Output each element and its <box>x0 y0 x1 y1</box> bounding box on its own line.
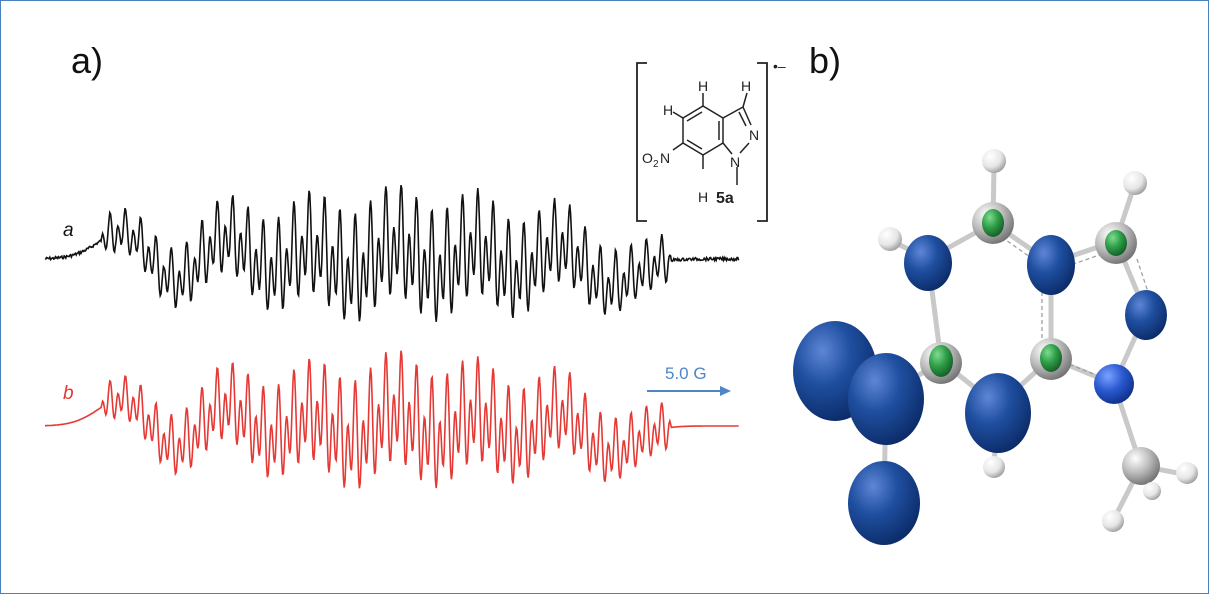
experimental-spectrum-label: a <box>63 220 74 241</box>
spin-lobe-c4-negative <box>982 209 1004 237</box>
atom-h-bottom: H <box>698 189 708 205</box>
panel-b-label: b) <box>809 40 841 81</box>
atom-h-left: H <box>663 102 673 118</box>
atom-n-methyl: N <box>730 154 740 170</box>
scale-arrow-head <box>720 386 731 396</box>
spin-lobe-c6-negative <box>929 345 953 377</box>
spin-lobe-n2 <box>1125 290 1167 340</box>
structure-bonds <box>672 92 752 185</box>
atom-nitro-o: O <box>642 150 653 166</box>
atom-nitro-n: N <box>660 150 670 166</box>
field-scale-label: 5.0 G <box>665 364 707 383</box>
simulated-spectrum-label: b <box>63 383 74 404</box>
radical-anion-charge: •– <box>773 58 786 74</box>
spin-lobe-c7a-negative <box>1040 344 1062 372</box>
atom-hydrogen-h3 <box>1123 171 1147 195</box>
spin-lobe-c5 <box>904 235 952 291</box>
atom-hydrogen-h5 <box>878 227 902 251</box>
atom-hydrogen-methyl-3 <box>1143 482 1161 500</box>
field-scale-bar: 5.0 G <box>647 364 731 396</box>
epr-spectra: a b <box>44 185 740 489</box>
simulated-spectrum-trace <box>45 350 739 489</box>
compound-label: 5a <box>716 190 734 207</box>
experimental-spectrum-trace <box>44 185 740 322</box>
right-bracket <box>757 62 768 222</box>
spin-lobe-c7 <box>965 373 1031 453</box>
atom-hydrogen-h4 <box>982 149 1006 173</box>
spin-lobe-c3a <box>1027 235 1075 295</box>
panel-a-label: a) <box>71 40 103 81</box>
atom-h-pyrazole: H <box>741 78 751 94</box>
atom-hydrogen-methyl-2 <box>1102 510 1124 532</box>
atom-hydrogen-h7 <box>983 456 1005 478</box>
atom-carbon-methyl <box>1122 447 1160 485</box>
structure-5a: •– H H <box>636 58 786 222</box>
spin-lobe-nitro-oxygen-2 <box>848 461 920 545</box>
atom-nitrogen-n1 <box>1094 364 1134 404</box>
atom-hydrogen-methyl-1 <box>1176 462 1198 484</box>
atom-nitro-subscript: 2 <box>653 159 659 170</box>
spin-density-model <box>793 149 1198 545</box>
atom-n-ring: N <box>749 127 759 143</box>
spin-lobe-c3-negative <box>1105 230 1127 256</box>
atom-h-top: H <box>698 78 708 94</box>
left-bracket <box>636 62 647 222</box>
spin-lobe-nitro-nitrogen <box>848 353 924 445</box>
